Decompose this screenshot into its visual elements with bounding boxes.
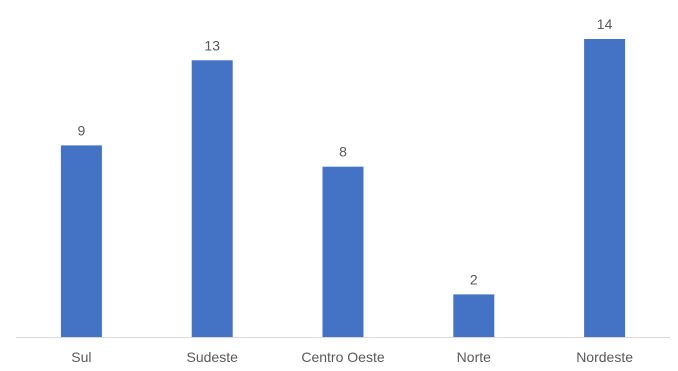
- bars-group: [60, 39, 626, 338]
- data-label: 2: [470, 271, 478, 287]
- bar-sul: [60, 145, 102, 337]
- bar-centro-oeste: [322, 166, 364, 337]
- bar-sudeste: [191, 60, 233, 338]
- x-tick-label: Centro Oeste: [301, 349, 384, 365]
- x-tick-label: Sul: [71, 349, 91, 365]
- x-tick-label: Sudeste: [187, 349, 239, 365]
- bar-nordeste: [584, 39, 626, 337]
- data-label: 8: [339, 144, 347, 160]
- data-label: 13: [204, 37, 220, 53]
- data-labels-group: 9 13 8 2 14: [78, 16, 613, 287]
- x-tick-label: Norte: [457, 349, 491, 365]
- bar-norte: [453, 294, 495, 337]
- x-tick-label: Nordeste: [576, 349, 633, 365]
- data-label: 14: [597, 16, 613, 32]
- data-label: 9: [78, 122, 86, 138]
- category-labels-group: Sul Sudeste Centro Oeste Norte Nordeste: [71, 349, 633, 365]
